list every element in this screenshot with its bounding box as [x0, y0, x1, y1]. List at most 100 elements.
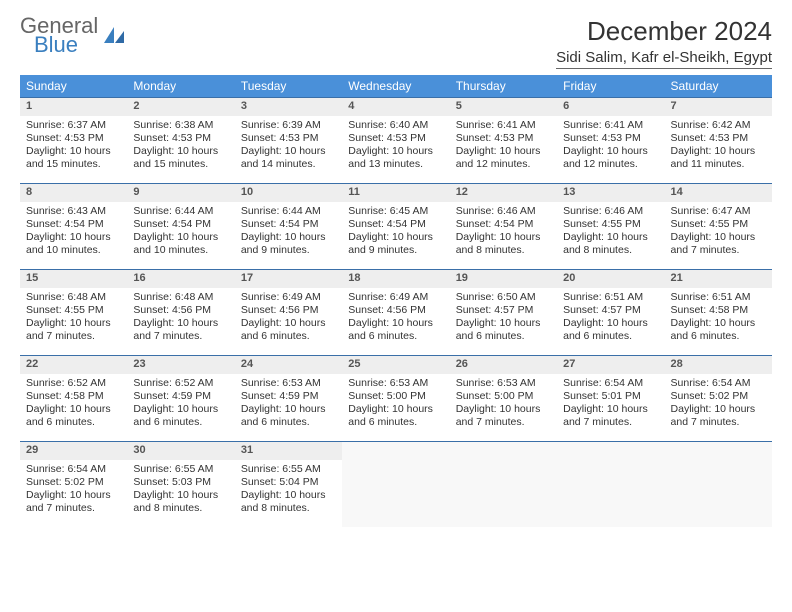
daylight-line: Daylight: 10 hours and 7 minutes. [133, 317, 228, 343]
calendar-cell: 21Sunrise: 6:51 AMSunset: 4:58 PMDayligh… [665, 269, 772, 355]
day-body: Sunrise: 6:50 AMSunset: 4:57 PMDaylight:… [450, 288, 557, 348]
calendar-cell: 2Sunrise: 6:38 AMSunset: 4:53 PMDaylight… [127, 97, 234, 183]
day-number: 13 [557, 183, 664, 202]
sunset-line: Sunset: 5:04 PM [241, 476, 336, 489]
daylight-line: Daylight: 10 hours and 10 minutes. [26, 231, 121, 257]
sunset-line: Sunset: 4:53 PM [348, 132, 443, 145]
calendar-cell [342, 441, 449, 527]
sunset-line: Sunset: 4:58 PM [26, 390, 121, 403]
day-body: Sunrise: 6:46 AMSunset: 4:54 PMDaylight:… [450, 202, 557, 262]
daylight-line: Daylight: 10 hours and 7 minutes. [456, 403, 551, 429]
calendar-cell: 28Sunrise: 6:54 AMSunset: 5:02 PMDayligh… [665, 355, 772, 441]
sunrise-line: Sunrise: 6:51 AM [563, 291, 658, 304]
sunset-line: Sunset: 5:00 PM [456, 390, 551, 403]
day-body: Sunrise: 6:48 AMSunset: 4:56 PMDaylight:… [127, 288, 234, 348]
calendar-cell: 12Sunrise: 6:46 AMSunset: 4:54 PMDayligh… [450, 183, 557, 269]
day-body: Sunrise: 6:47 AMSunset: 4:55 PMDaylight:… [665, 202, 772, 262]
day-number: 3 [235, 97, 342, 116]
sunset-line: Sunset: 4:53 PM [456, 132, 551, 145]
calendar-cell [557, 441, 664, 527]
daylight-line: Daylight: 10 hours and 7 minutes. [563, 403, 658, 429]
daylight-line: Daylight: 10 hours and 7 minutes. [671, 231, 766, 257]
calendar-cell: 9Sunrise: 6:44 AMSunset: 4:54 PMDaylight… [127, 183, 234, 269]
sunset-line: Sunset: 4:56 PM [348, 304, 443, 317]
calendar-cell: 24Sunrise: 6:53 AMSunset: 4:59 PMDayligh… [235, 355, 342, 441]
sunrise-line: Sunrise: 6:49 AM [348, 291, 443, 304]
sunset-line: Sunset: 4:59 PM [241, 390, 336, 403]
sunrise-line: Sunrise: 6:38 AM [133, 119, 228, 132]
day-number: 24 [235, 355, 342, 374]
sunset-line: Sunset: 4:54 PM [348, 218, 443, 231]
sunset-line: Sunset: 4:53 PM [563, 132, 658, 145]
sunrise-line: Sunrise: 6:53 AM [348, 377, 443, 390]
daylight-line: Daylight: 10 hours and 15 minutes. [26, 145, 121, 171]
sunset-line: Sunset: 4:56 PM [133, 304, 228, 317]
empty-cell [665, 441, 772, 527]
calendar-cell: 3Sunrise: 6:39 AMSunset: 4:53 PMDaylight… [235, 97, 342, 183]
weekday-header: Tuesday [235, 75, 342, 97]
day-body: Sunrise: 6:43 AMSunset: 4:54 PMDaylight:… [20, 202, 127, 262]
calendar-row: 15Sunrise: 6:48 AMSunset: 4:55 PMDayligh… [20, 269, 772, 355]
day-body: Sunrise: 6:53 AMSunset: 4:59 PMDaylight:… [235, 374, 342, 434]
weekday-header: Thursday [450, 75, 557, 97]
day-number: 29 [20, 441, 127, 460]
sunrise-line: Sunrise: 6:51 AM [671, 291, 766, 304]
day-number: 30 [127, 441, 234, 460]
sunset-line: Sunset: 4:53 PM [26, 132, 121, 145]
day-body: Sunrise: 6:49 AMSunset: 4:56 PMDaylight:… [342, 288, 449, 348]
empty-cell [342, 441, 449, 527]
day-body: Sunrise: 6:52 AMSunset: 4:58 PMDaylight:… [20, 374, 127, 434]
calendar-cell: 27Sunrise: 6:54 AMSunset: 5:01 PMDayligh… [557, 355, 664, 441]
sunrise-line: Sunrise: 6:46 AM [456, 205, 551, 218]
sunset-line: Sunset: 4:54 PM [26, 218, 121, 231]
day-body: Sunrise: 6:51 AMSunset: 4:57 PMDaylight:… [557, 288, 664, 348]
sunset-line: Sunset: 5:03 PM [133, 476, 228, 489]
day-body: Sunrise: 6:46 AMSunset: 4:55 PMDaylight:… [557, 202, 664, 262]
day-number: 6 [557, 97, 664, 116]
brand-logo: General Blue [20, 16, 126, 56]
weekday-header: Friday [557, 75, 664, 97]
sunrise-line: Sunrise: 6:41 AM [563, 119, 658, 132]
calendar-cell: 13Sunrise: 6:46 AMSunset: 4:55 PMDayligh… [557, 183, 664, 269]
weekday-header: Sunday [20, 75, 127, 97]
day-number: 20 [557, 269, 664, 288]
daylight-line: Daylight: 10 hours and 6 minutes. [26, 403, 121, 429]
day-body: Sunrise: 6:44 AMSunset: 4:54 PMDaylight:… [127, 202, 234, 262]
calendar-cell: 5Sunrise: 6:41 AMSunset: 4:53 PMDaylight… [450, 97, 557, 183]
calendar-cell: 14Sunrise: 6:47 AMSunset: 4:55 PMDayligh… [665, 183, 772, 269]
day-number: 10 [235, 183, 342, 202]
sunset-line: Sunset: 4:54 PM [456, 218, 551, 231]
day-body: Sunrise: 6:40 AMSunset: 4:53 PMDaylight:… [342, 116, 449, 176]
sunrise-line: Sunrise: 6:53 AM [241, 377, 336, 390]
sunset-line: Sunset: 4:59 PM [133, 390, 228, 403]
calendar-cell: 20Sunrise: 6:51 AMSunset: 4:57 PMDayligh… [557, 269, 664, 355]
day-number: 21 [665, 269, 772, 288]
calendar-table: SundayMondayTuesdayWednesdayThursdayFrid… [20, 75, 772, 527]
day-number: 25 [342, 355, 449, 374]
daylight-line: Daylight: 10 hours and 7 minutes. [671, 403, 766, 429]
day-body: Sunrise: 6:53 AMSunset: 5:00 PMDaylight:… [342, 374, 449, 434]
sunset-line: Sunset: 4:55 PM [671, 218, 766, 231]
sunrise-line: Sunrise: 6:39 AM [241, 119, 336, 132]
sunset-line: Sunset: 5:02 PM [26, 476, 121, 489]
calendar-cell: 16Sunrise: 6:48 AMSunset: 4:56 PMDayligh… [127, 269, 234, 355]
daylight-line: Daylight: 10 hours and 6 minutes. [348, 403, 443, 429]
daylight-line: Daylight: 10 hours and 6 minutes. [563, 317, 658, 343]
calendar-cell: 17Sunrise: 6:49 AMSunset: 4:56 PMDayligh… [235, 269, 342, 355]
sunrise-line: Sunrise: 6:45 AM [348, 205, 443, 218]
day-body: Sunrise: 6:51 AMSunset: 4:58 PMDaylight:… [665, 288, 772, 348]
calendar-row: 8Sunrise: 6:43 AMSunset: 4:54 PMDaylight… [20, 183, 772, 269]
sunset-line: Sunset: 4:57 PM [456, 304, 551, 317]
day-number: 9 [127, 183, 234, 202]
day-number: 31 [235, 441, 342, 460]
sunrise-line: Sunrise: 6:48 AM [133, 291, 228, 304]
sunrise-line: Sunrise: 6:40 AM [348, 119, 443, 132]
sunrise-line: Sunrise: 6:54 AM [563, 377, 658, 390]
calendar-cell: 6Sunrise: 6:41 AMSunset: 4:53 PMDaylight… [557, 97, 664, 183]
sunrise-line: Sunrise: 6:54 AM [671, 377, 766, 390]
page-header: General Blue December 2024 Sidi Salim, K… [20, 16, 772, 69]
daylight-line: Daylight: 10 hours and 10 minutes. [133, 231, 228, 257]
daylight-line: Daylight: 10 hours and 8 minutes. [563, 231, 658, 257]
calendar-cell: 11Sunrise: 6:45 AMSunset: 4:54 PMDayligh… [342, 183, 449, 269]
day-number: 12 [450, 183, 557, 202]
